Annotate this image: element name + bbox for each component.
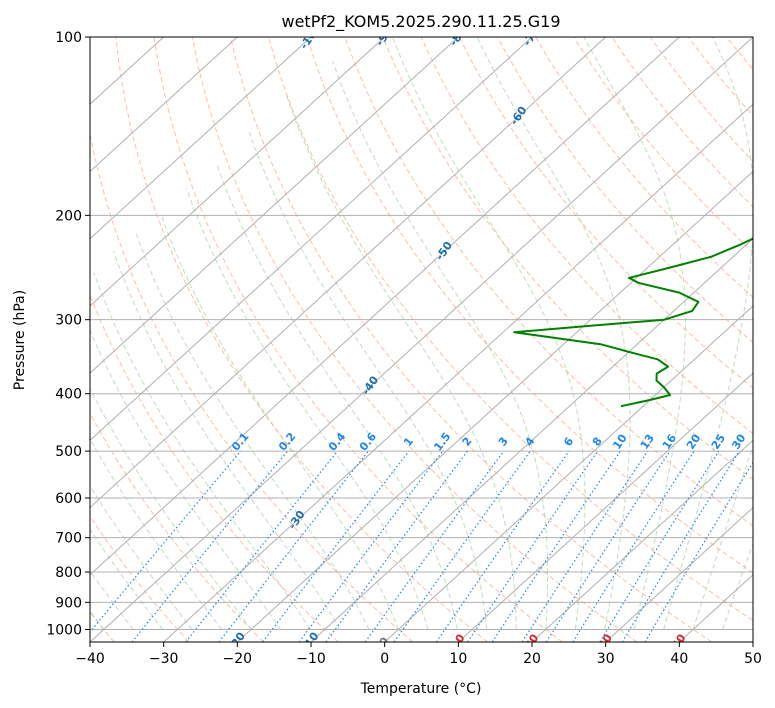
mixing-ratio-line: [131, 450, 289, 642]
dry-adiabat: [382, 37, 753, 481]
x-tick-label: 0: [380, 651, 389, 667]
y-tick-label: 300: [55, 313, 82, 329]
isotherm-line: [605, 506, 753, 642]
isotherm-line: [90, 37, 680, 576]
mixing-ratio-line: [545, 450, 671, 642]
mixing-ratio-line: [572, 450, 695, 642]
isotherm-line: [457, 372, 753, 642]
mixing-ratio-line: [621, 450, 740, 642]
plot-frame: [89, 36, 754, 643]
y-tick-label: 700: [55, 531, 82, 547]
mixing-ratio-line: [491, 450, 621, 642]
moist-adiabat: [113, 251, 340, 630]
mixing-ratio-line: [364, 450, 505, 642]
moist-adiabat: [692, 444, 753, 630]
dry-adiabat-label: 40: [669, 631, 689, 651]
isotherm-line: [90, 37, 459, 374]
moist-adiabat: [285, 94, 517, 630]
isotherm-line: [90, 37, 238, 173]
x-tick-label: −10: [296, 651, 326, 667]
dry-adiabat-label: -90: [373, 25, 395, 49]
dry-adiabat: [496, 37, 753, 344]
y-tick-label: 900: [55, 595, 82, 611]
dry-adiabat: [191, 37, 638, 642]
mixing-ratio-line: [90, 450, 242, 633]
x-tick-label: −40: [75, 651, 105, 667]
profile-line: [513, 237, 753, 408]
plot-area: 0.10.20.40.611.523468101316202530-100-90…: [90, 25, 753, 651]
y-axis-label: Pressure (hPa): [12, 290, 28, 390]
y-tick-label: 800: [55, 565, 82, 581]
isotherm-line: [531, 439, 753, 642]
x-tick-label: 20: [523, 651, 541, 667]
y-tick-label: 200: [55, 208, 82, 224]
x-tick-label: −20: [223, 651, 253, 667]
moist-adiabat: [476, 37, 631, 630]
y-tick-label: 600: [55, 491, 82, 507]
dry-adiabat-label: 10: [448, 631, 468, 651]
isotherm-line: [90, 37, 533, 442]
moist-adiabat: [583, 37, 686, 630]
mixing-ratio-line: [298, 450, 444, 642]
mixing-ratio-lines: [90, 450, 753, 642]
isotherm-line: [163, 103, 753, 642]
y-tick-label: 500: [55, 444, 82, 460]
x-tick-label: 40: [670, 651, 688, 667]
moist-adiabat: [135, 233, 370, 630]
x-tick-label: −30: [149, 651, 179, 667]
moist-adiabat: [90, 387, 252, 630]
x-tick-label: 50: [744, 651, 762, 667]
isobars: [90, 37, 753, 630]
dry-adiabat-label: -70: [521, 25, 543, 49]
x-axis: −40 −30 −20 −10 0 10 20 30 40 50: [75, 642, 762, 667]
dry-adiabat: [420, 37, 753, 435]
moist-adiabat: [160, 215, 399, 630]
dry-adiabat-label: -80: [447, 25, 469, 49]
moist-adiabat: [90, 328, 281, 630]
moist-adiabat: [93, 272, 311, 630]
moist-adiabats: [90, 37, 753, 630]
dry-adiabat-label: 20: [522, 631, 542, 651]
isotherm-line: [90, 37, 607, 509]
moist-adiabat: [90, 484, 193, 630]
dry-adiabat: [535, 37, 753, 298]
moist-adiabat: [663, 37, 753, 630]
dry-adiabat: [115, 37, 488, 642]
mixing-ratio-line: [262, 450, 410, 642]
isotherms: [90, 37, 753, 642]
mixing-ratio-line: [521, 450, 649, 642]
dry-adiabat: [306, 37, 753, 574]
x-tick-label: 30: [597, 651, 615, 667]
mixing-ratio-line: [393, 450, 531, 642]
dry-adiabat-label: 0: [377, 635, 392, 649]
dry-adiabat: [268, 37, 753, 622]
mixing-ratio-line: [435, 450, 570, 642]
mixing-ratio-line: [325, 450, 468, 642]
mixing-ratio-line: [185, 450, 339, 642]
y-tick-label: 400: [55, 387, 82, 403]
dry-adiabat: [90, 412, 264, 642]
isotherm-line: [310, 237, 753, 642]
isotherm-line: [90, 37, 312, 240]
isotherm-line: [90, 37, 753, 642]
x-axis-label: Temperature (°C): [360, 681, 482, 697]
isotherm-line: [384, 305, 753, 642]
moist-adiabat: [90, 438, 222, 630]
moist-adiabat: [332, 61, 549, 630]
y-tick-label: 1000: [46, 622, 82, 638]
mixing-ratio-line: [466, 450, 599, 642]
dry-adiabat-label: 30: [596, 631, 616, 651]
y-axis: 100 200 300 400 500 600 700 800 900 1000: [46, 30, 90, 638]
moist-adiabat: [90, 570, 134, 630]
y-tick-label: 100: [55, 30, 82, 46]
x-tick-label: 10: [449, 651, 467, 667]
profile-series: [513, 237, 753, 408]
moist-adiabat: [186, 188, 429, 630]
dry-adiabat: [153, 37, 563, 642]
isotherm-line: [90, 37, 386, 307]
chart-title: wetPf2_KOM5.2025.290.11.25.G19: [281, 12, 560, 32]
moist-adiabat: [722, 542, 753, 630]
